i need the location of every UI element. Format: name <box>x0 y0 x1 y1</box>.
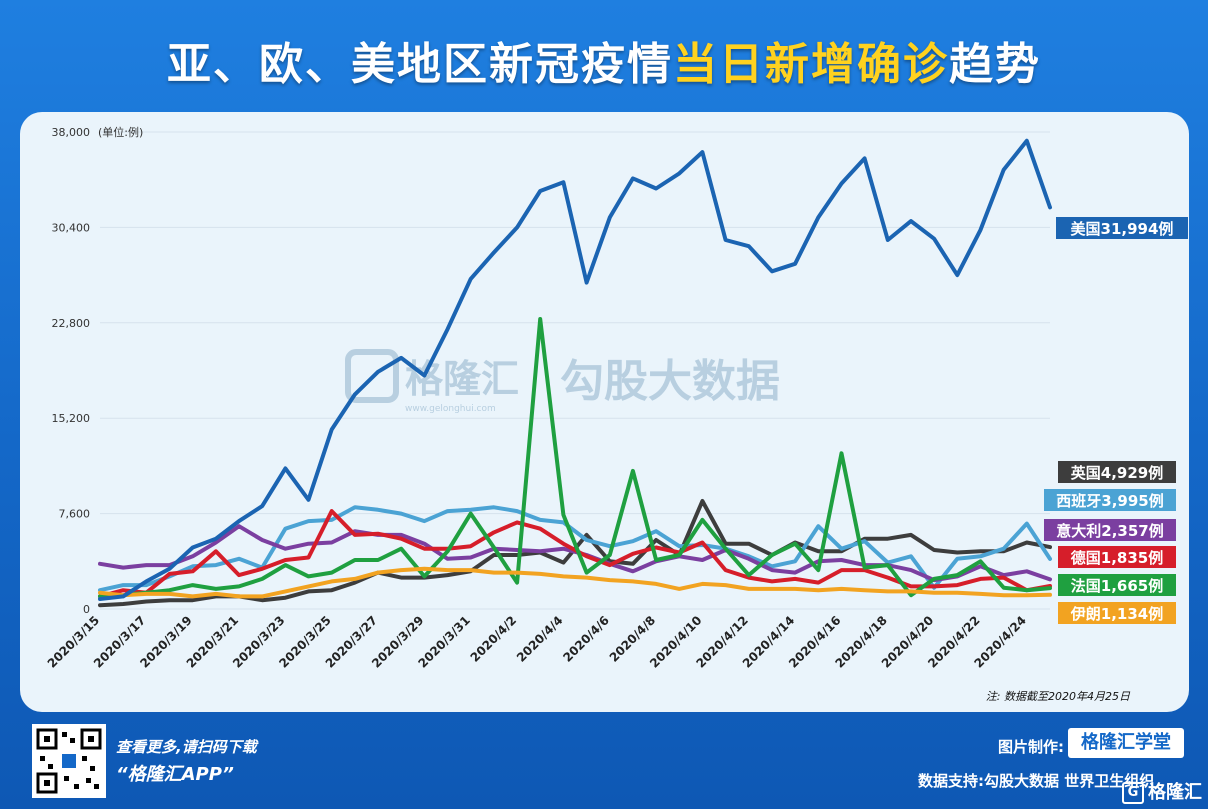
end-label-box <box>1058 461 1176 483</box>
series-end-labels: 美国31,994例英国4,929例西班牙3,995例意大利2,357例德国1,8… <box>1044 217 1188 624</box>
scan-prompt: 查看更多,请扫码下载 <box>116 738 257 756</box>
page-title: 亚、欧、美地区新冠疫情当日新增确诊趋势 <box>0 28 1208 92</box>
watermark-partner: 勾股大数据 <box>560 356 780 407</box>
series-line-西班牙 <box>98 505 1052 593</box>
corner-logo: G 格隆汇 <box>1122 778 1202 804</box>
title-highlight: 当日新增确诊 <box>673 39 949 90</box>
series-line-美国 <box>98 138 1052 601</box>
end-label-box <box>1056 217 1188 239</box>
made-by-label: 图片制作: <box>998 738 1064 756</box>
logo-icon: G <box>1122 782 1144 804</box>
watermark-logo-icon <box>345 349 399 403</box>
data-cutoff-note: 注: 数据截至2020年4月25日 <box>986 690 1131 703</box>
y-axis-label: (单位:例) <box>98 125 143 139</box>
end-label-text: 西班牙3,995例 <box>1056 492 1163 510</box>
end-label-text: 美国31,994例 <box>1071 220 1174 238</box>
y-tick-label: 22,800 <box>52 317 91 330</box>
x-tick-label: 2020/4/2 <box>468 613 520 665</box>
x-tick-label: 2020/4/4 <box>514 613 566 665</box>
end-label-box <box>1044 519 1176 541</box>
end-label-box <box>1058 602 1176 624</box>
corner-logo-text: 格隆汇 <box>1148 782 1202 803</box>
series-line-伊朗 <box>98 566 1052 599</box>
app-name: “格隆汇APP” <box>116 764 234 785</box>
made-by-brand: 格隆汇学堂 <box>1068 728 1184 758</box>
chart-panel <box>20 112 1189 712</box>
series-lines <box>98 138 1052 608</box>
qr-code <box>32 724 106 798</box>
end-label-text: 德国1,835例 <box>1071 549 1163 567</box>
y-tick-label: 30,400 <box>52 221 91 234</box>
title-part2: 趋势 <box>949 39 1041 90</box>
y-tick-label: 15,200 <box>52 412 91 425</box>
y-tick-label: 0 <box>83 603 90 616</box>
axes: 0 7,600 15,200 22,800 30,400 38,000 (单位:例) 2020… <box>45 125 1050 671</box>
series-line-法国 <box>98 317 1052 599</box>
qr-code-icon <box>36 728 102 794</box>
series-line-德国 <box>98 509 1052 599</box>
watermark-brand: 格隆汇 <box>405 357 519 401</box>
end-label-box <box>1058 546 1176 568</box>
watermark-url: www.gelonghui.com <box>405 404 496 414</box>
title-part1: 亚、欧、美地区新冠疫情 <box>167 39 673 90</box>
x-tick-label: 2020/4/6 <box>560 613 612 665</box>
end-label-text: 英国4,929例 <box>1071 464 1163 482</box>
end-label-text: 意大利2,357例 <box>1056 522 1163 540</box>
y-tick-label: 38,000 <box>52 126 91 139</box>
end-label-box <box>1044 489 1176 511</box>
end-label-text: 伊朗1,134例 <box>1070 605 1163 623</box>
end-label-box <box>1058 574 1176 596</box>
y-tick-label: 7,600 <box>59 508 91 521</box>
end-label-text: 法国1,665例 <box>1071 577 1163 595</box>
watermark: 格隆汇 www.gelonghui.com 勾股大数据 <box>345 349 780 414</box>
data-support: 数据支持:勾股大数据 世界卫生组织 <box>918 772 1155 790</box>
